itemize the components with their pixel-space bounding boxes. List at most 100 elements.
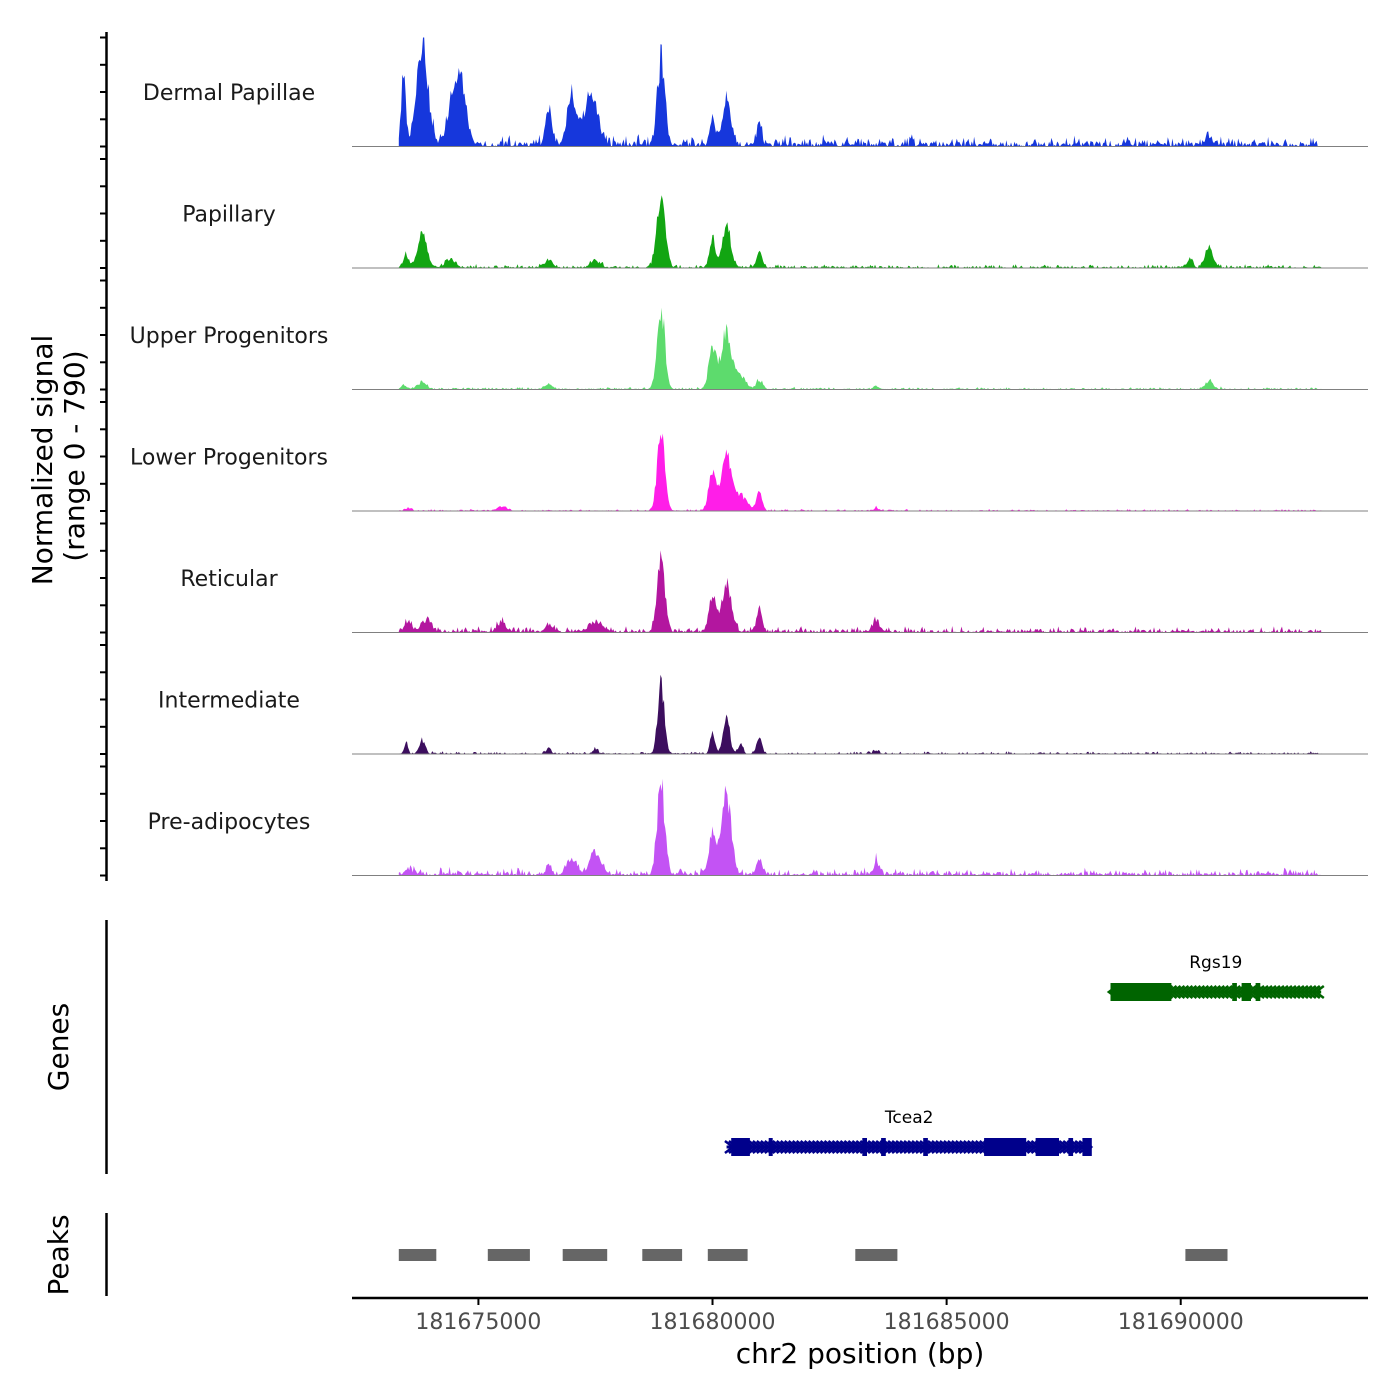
track-3: Lower Progenitors bbox=[130, 433, 1368, 512]
coverage-area bbox=[398, 778, 1322, 876]
peak-region bbox=[855, 1249, 898, 1261]
track-4: Reticular bbox=[180, 550, 1368, 633]
track-label: Reticular bbox=[180, 567, 278, 592]
gene-exon bbox=[862, 1138, 867, 1156]
track-label: Intermediate bbox=[158, 689, 300, 714]
gene-exon bbox=[881, 1138, 886, 1156]
gene-exon bbox=[731, 1138, 750, 1156]
coverage-area bbox=[398, 433, 1322, 511]
strand-arrow bbox=[1293, 985, 1305, 999]
strand-arrow bbox=[966, 1140, 978, 1154]
x-tick-label: 181685000 bbox=[884, 1310, 1010, 1335]
strand-arrow bbox=[1194, 985, 1206, 999]
strand-arrow bbox=[1070, 1140, 1082, 1154]
coverage-area bbox=[398, 550, 1322, 633]
track-label: Dermal Papillae bbox=[143, 81, 315, 106]
strand-arrow bbox=[943, 1140, 954, 1154]
strand-arrow bbox=[823, 1140, 835, 1154]
coverage-area bbox=[398, 195, 1322, 268]
strand-arrow bbox=[763, 1140, 775, 1154]
y-axis-title: Normalized signal bbox=[26, 335, 59, 586]
strand-arrow bbox=[939, 1140, 950, 1154]
strand-arrow bbox=[899, 1140, 911, 1154]
strand-arrow bbox=[1210, 985, 1222, 999]
gene-exon bbox=[1035, 1138, 1059, 1156]
gene-exon bbox=[1232, 983, 1237, 1001]
strand-arrow bbox=[1301, 985, 1313, 999]
strand-arrow bbox=[787, 1140, 799, 1154]
strand-arrow bbox=[959, 1140, 970, 1154]
strand-arrow bbox=[1289, 985, 1301, 999]
strand-arrow bbox=[775, 1140, 787, 1154]
x-axis-title: chr2 position (bp) bbox=[736, 1337, 985, 1370]
strand-arrow bbox=[799, 1140, 811, 1154]
gene-tcea2: Tcea2 bbox=[724, 1108, 1094, 1156]
track-5: Intermediate bbox=[158, 674, 1368, 755]
strand-arrow bbox=[1297, 985, 1309, 999]
strand-arrow bbox=[927, 1140, 938, 1154]
strand-arrow bbox=[883, 1140, 895, 1154]
strand-arrow bbox=[895, 1140, 907, 1154]
strand-arrow bbox=[807, 1140, 819, 1154]
strand-arrow bbox=[795, 1140, 807, 1154]
strand-arrow bbox=[748, 1140, 759, 1154]
strand-arrow bbox=[835, 1140, 847, 1154]
strand-arrow bbox=[827, 1140, 839, 1154]
strand-arrow bbox=[1170, 985, 1182, 999]
gene-exon bbox=[1110, 983, 1172, 1001]
strand-arrow bbox=[1285, 985, 1297, 999]
strand-arrow bbox=[1313, 985, 1325, 999]
gene-exon bbox=[768, 1138, 773, 1156]
strand-arrow bbox=[779, 1140, 791, 1154]
strand-arrow bbox=[955, 1140, 966, 1154]
coverage-area bbox=[398, 674, 1322, 754]
strand-arrow bbox=[783, 1140, 795, 1154]
strand-arrow bbox=[962, 1140, 974, 1154]
strand-arrow bbox=[935, 1140, 946, 1154]
strand-arrow bbox=[891, 1140, 903, 1154]
strand-arrow bbox=[803, 1140, 815, 1154]
strand-arrow bbox=[951, 1140, 962, 1154]
strand-arrow bbox=[1206, 985, 1218, 999]
track-6: Pre-adipocytes bbox=[148, 778, 1368, 876]
strand-arrow bbox=[1281, 985, 1293, 999]
gene-rgs19: Rgs19 bbox=[1106, 953, 1325, 1001]
strand-arrow bbox=[819, 1140, 831, 1154]
strand-arrow bbox=[1222, 985, 1234, 999]
strand-arrow bbox=[1202, 985, 1214, 999]
x-tick-label: 181690000 bbox=[1118, 1310, 1244, 1335]
track-0: Dermal Papillae bbox=[143, 37, 1368, 147]
strand-arrow bbox=[1058, 1140, 1070, 1154]
strand-arrow bbox=[1265, 985, 1277, 999]
peak-region bbox=[562, 1249, 608, 1261]
strand-arrow bbox=[847, 1140, 859, 1154]
x-tick-label: 181675000 bbox=[415, 1310, 541, 1335]
strand-arrow bbox=[970, 1140, 982, 1154]
strand-arrow bbox=[1305, 985, 1317, 999]
track-label: Pre-adipocytes bbox=[148, 810, 311, 835]
strand-arrow bbox=[843, 1140, 855, 1154]
strand-arrow bbox=[1269, 985, 1281, 999]
track-2: Upper Progenitors bbox=[130, 307, 1368, 390]
strand-arrow bbox=[947, 1140, 958, 1154]
gene-exon bbox=[1255, 983, 1261, 1001]
strand-arrow bbox=[867, 1140, 879, 1154]
gene-label: Tcea2 bbox=[884, 1108, 934, 1128]
track-label: Papillary bbox=[182, 203, 276, 228]
strand-arrow bbox=[1178, 985, 1190, 999]
gene-label: Rgs19 bbox=[1189, 953, 1242, 973]
coverage-area bbox=[398, 307, 1322, 390]
x-tick-label: 181680000 bbox=[650, 1310, 776, 1335]
strand-arrow bbox=[1273, 985, 1285, 999]
coverage-area bbox=[398, 37, 1322, 147]
strand-arrow bbox=[791, 1140, 803, 1154]
gene-annotations: Rgs19 Tcea2 bbox=[724, 953, 1325, 1156]
strand-arrow bbox=[756, 1140, 767, 1154]
strand-arrow bbox=[919, 1140, 931, 1154]
strand-arrow bbox=[1026, 1140, 1038, 1154]
track-label: Lower Progenitors bbox=[130, 446, 328, 471]
track-1: Papillary bbox=[182, 195, 1368, 269]
strand-arrow bbox=[1182, 985, 1194, 999]
strand-arrow bbox=[903, 1140, 915, 1154]
